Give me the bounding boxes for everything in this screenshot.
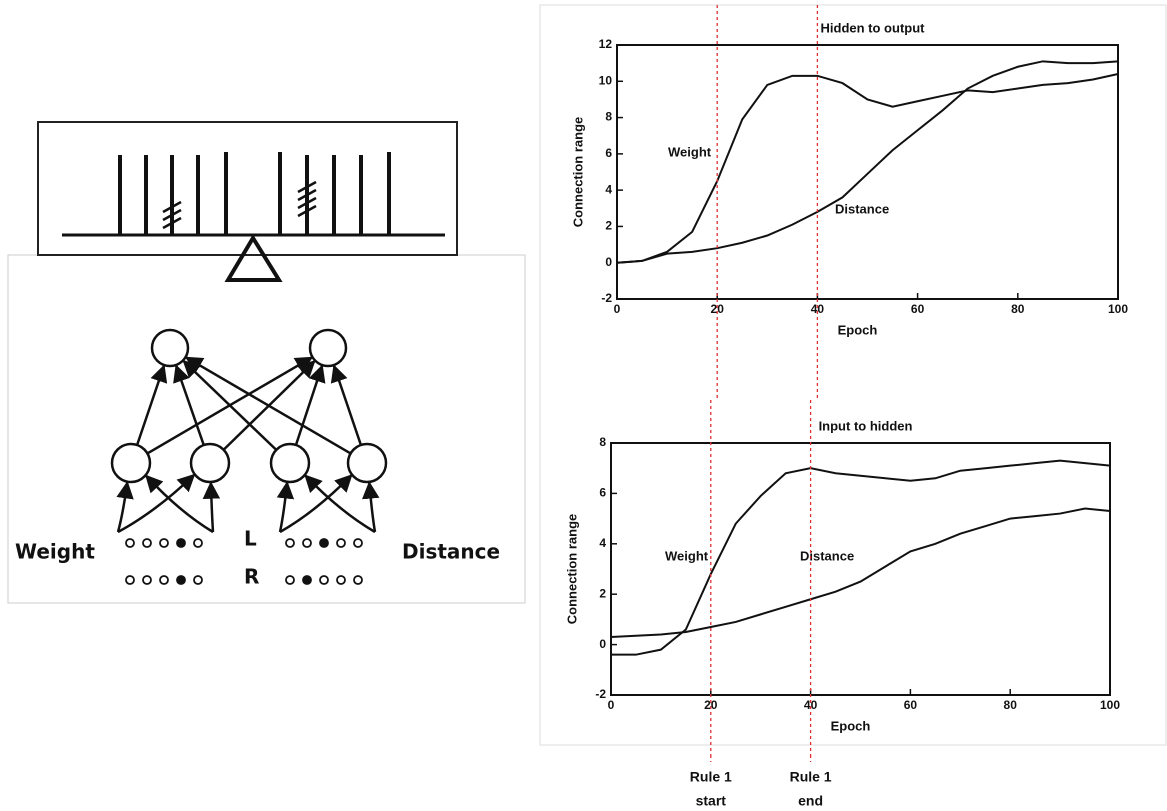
series-label: Distance — [835, 201, 889, 216]
unit — [310, 330, 346, 366]
series-label: Weight — [668, 144, 712, 159]
input-connection — [211, 483, 213, 532]
input-unit — [337, 539, 345, 547]
y-tick-label: 6 — [605, 146, 612, 160]
x-tick-label: 60 — [911, 302, 925, 316]
connection — [137, 366, 164, 445]
input-unit — [143, 539, 151, 547]
input-unit — [303, 539, 311, 547]
input-unit — [126, 539, 134, 547]
connection — [184, 361, 277, 450]
input-unit — [143, 576, 151, 584]
input-unit — [320, 539, 328, 547]
rule-label: Rule 1 — [690, 769, 732, 785]
rule-label: Rule 1 — [790, 769, 832, 785]
row-label: R — [244, 565, 259, 589]
x-tick-label: 0 — [614, 302, 621, 316]
input-unit — [194, 576, 202, 584]
input-unit — [286, 539, 294, 547]
input-unit — [160, 576, 168, 584]
x-tick-label: 20 — [711, 302, 725, 316]
input-connection — [369, 483, 375, 532]
y-tick-label: 12 — [599, 37, 613, 51]
rule-label: start — [696, 793, 727, 809]
x-tick-label: 80 — [1004, 698, 1018, 712]
input-connection — [280, 475, 351, 532]
x-tick-label: 80 — [1011, 302, 1025, 316]
y-tick-label: 6 — [599, 486, 606, 500]
y-tick-label: -2 — [595, 687, 606, 701]
unit — [271, 444, 309, 482]
y-tick-label: 0 — [599, 637, 606, 651]
network — [112, 330, 386, 532]
input-connection — [118, 483, 127, 532]
series-label: Distance — [800, 548, 854, 563]
x-axis-label: Epoch — [838, 322, 878, 337]
unit — [112, 444, 150, 482]
row-label: L — [244, 527, 257, 551]
y-tick-label: 8 — [605, 110, 612, 124]
input-label: Weight — [15, 540, 95, 564]
connection — [334, 366, 361, 445]
unit — [348, 444, 386, 482]
input-connection — [280, 483, 287, 532]
y-axis-label: Connection range — [570, 117, 585, 228]
unit — [191, 444, 229, 482]
y-tick-label: -2 — [601, 291, 612, 305]
y-tick-label: 8 — [599, 435, 606, 449]
input-unit — [320, 576, 328, 584]
input-label: Distance — [402, 540, 500, 564]
input-unit — [337, 576, 345, 584]
y-tick-label: 4 — [599, 536, 606, 550]
input-unit — [177, 539, 185, 547]
series-line — [617, 74, 1118, 263]
input-unit — [126, 576, 134, 584]
y-tick-label: 10 — [599, 73, 613, 87]
x-tick-label: 40 — [811, 302, 825, 316]
series-line — [611, 509, 1110, 638]
chart-title: Hidden to output — [821, 20, 926, 35]
input-connection — [306, 476, 375, 532]
unit — [152, 330, 188, 366]
x-tick-label: 100 — [1100, 698, 1120, 712]
input-unit — [286, 576, 294, 584]
y-tick-label: 0 — [605, 255, 612, 269]
y-axis-label: Connection range — [564, 514, 579, 625]
plot-frame — [611, 443, 1110, 695]
y-tick-label: 4 — [605, 182, 612, 196]
y-tick-label: 2 — [605, 219, 612, 233]
x-tick-label: 60 — [904, 698, 918, 712]
x-tick-label: 0 — [608, 698, 615, 712]
input-connection — [146, 476, 213, 532]
series-label: Weight — [665, 548, 709, 563]
chart-panel — [540, 5, 1166, 745]
rule-label: end — [798, 793, 823, 809]
input-connection — [118, 475, 194, 532]
input-unit — [177, 576, 185, 584]
input-unit — [160, 539, 168, 547]
figure: Weight Distance L R Hidden to output Epoc… — [0, 0, 1167, 811]
y-tick-label: 2 — [599, 586, 606, 600]
input-unit — [194, 539, 202, 547]
connection — [186, 358, 350, 454]
plot-frame — [617, 45, 1118, 299]
x-axis-label: Epoch — [831, 718, 871, 733]
input-unit — [354, 576, 362, 584]
input-unit — [354, 539, 362, 547]
x-tick-label: 100 — [1108, 302, 1128, 316]
input-unit — [303, 576, 311, 584]
chart-title: Input to hidden — [819, 418, 913, 433]
